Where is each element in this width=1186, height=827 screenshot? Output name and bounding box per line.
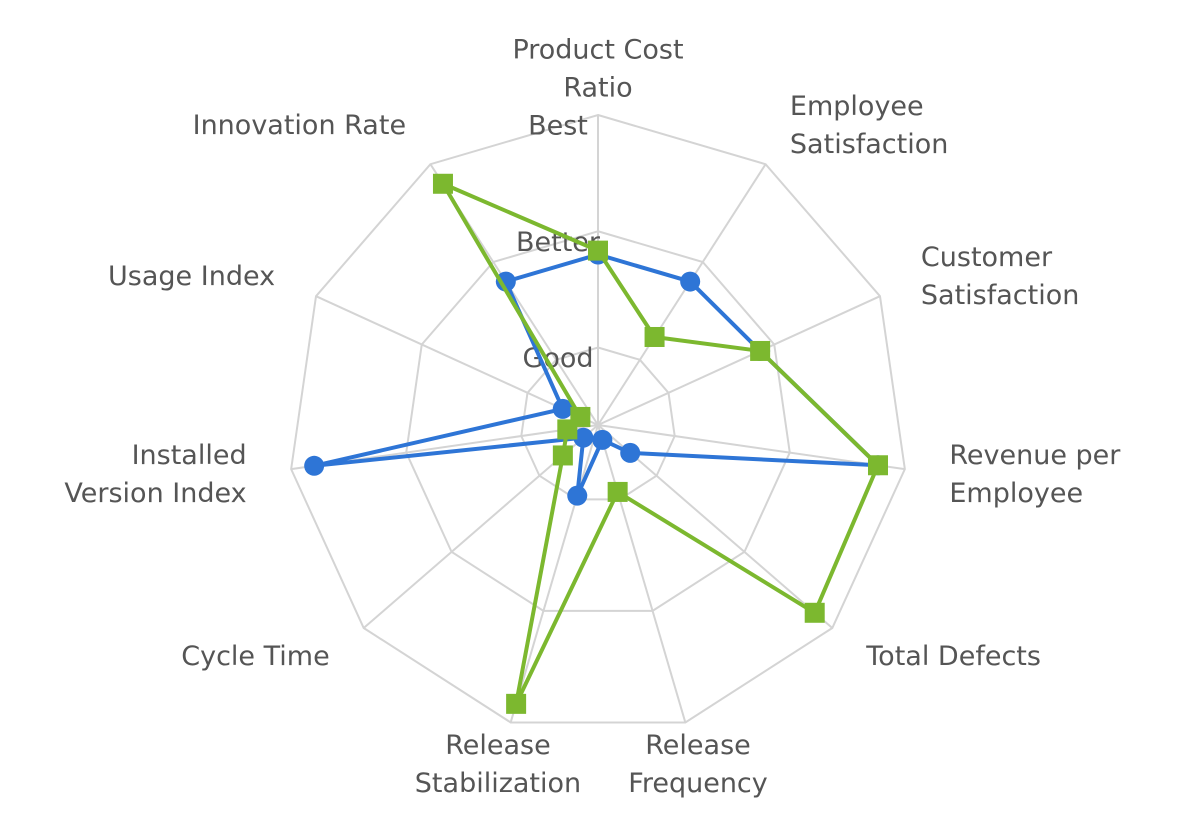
marker: [495, 271, 516, 292]
category-label: Installed: [132, 440, 247, 471]
r-tick-label: Good: [522, 343, 593, 374]
category-label: Version Index: [64, 478, 246, 509]
spoke: [509, 424, 599, 723]
marker: [750, 340, 771, 361]
category-label: Total Defects: [865, 641, 1041, 672]
category-label: Satisfaction: [790, 129, 948, 160]
category-label: Product Cost: [512, 35, 683, 66]
marker: [573, 427, 594, 448]
spoke: [597, 295, 881, 426]
marker: [552, 398, 573, 419]
marker: [506, 693, 527, 714]
marker: [570, 406, 591, 427]
series-line: [440, 181, 880, 706]
grid-ring: [405, 230, 791, 612]
spoke: [597, 424, 905, 471]
category-label: Release: [645, 730, 751, 761]
r-tick-label: Best: [528, 111, 588, 142]
marker: [607, 481, 628, 502]
marker: [567, 485, 588, 506]
category-label: Innovation Rate: [193, 110, 406, 141]
marker: [804, 602, 825, 623]
spoke: [315, 295, 599, 426]
marker: [620, 442, 641, 463]
marker: [588, 240, 608, 261]
marker: [867, 455, 888, 476]
category-label: Employee: [790, 91, 924, 122]
marker: [304, 455, 325, 476]
grid-ring: [290, 113, 906, 724]
marker: [552, 445, 573, 466]
marker: [680, 271, 701, 292]
category-label: Release: [445, 730, 551, 761]
series-line: [312, 252, 880, 498]
category-label: Frequency: [628, 768, 768, 799]
spoke: [597, 424, 687, 723]
marker: [644, 326, 665, 347]
marker: [432, 173, 453, 194]
category-label: Cycle Time: [181, 641, 329, 672]
category-label: Customer: [921, 242, 1053, 273]
category-label: Stabilization: [415, 768, 581, 799]
category-label: Satisfaction: [921, 280, 1079, 311]
category-label: Employee: [949, 478, 1083, 509]
marker: [592, 429, 613, 450]
category-label: Ratio: [563, 73, 632, 104]
spoke: [597, 163, 767, 426]
category-label: Usage Index: [108, 261, 275, 292]
category-label: Revenue per: [949, 440, 1121, 471]
grid-ring: [520, 346, 676, 501]
